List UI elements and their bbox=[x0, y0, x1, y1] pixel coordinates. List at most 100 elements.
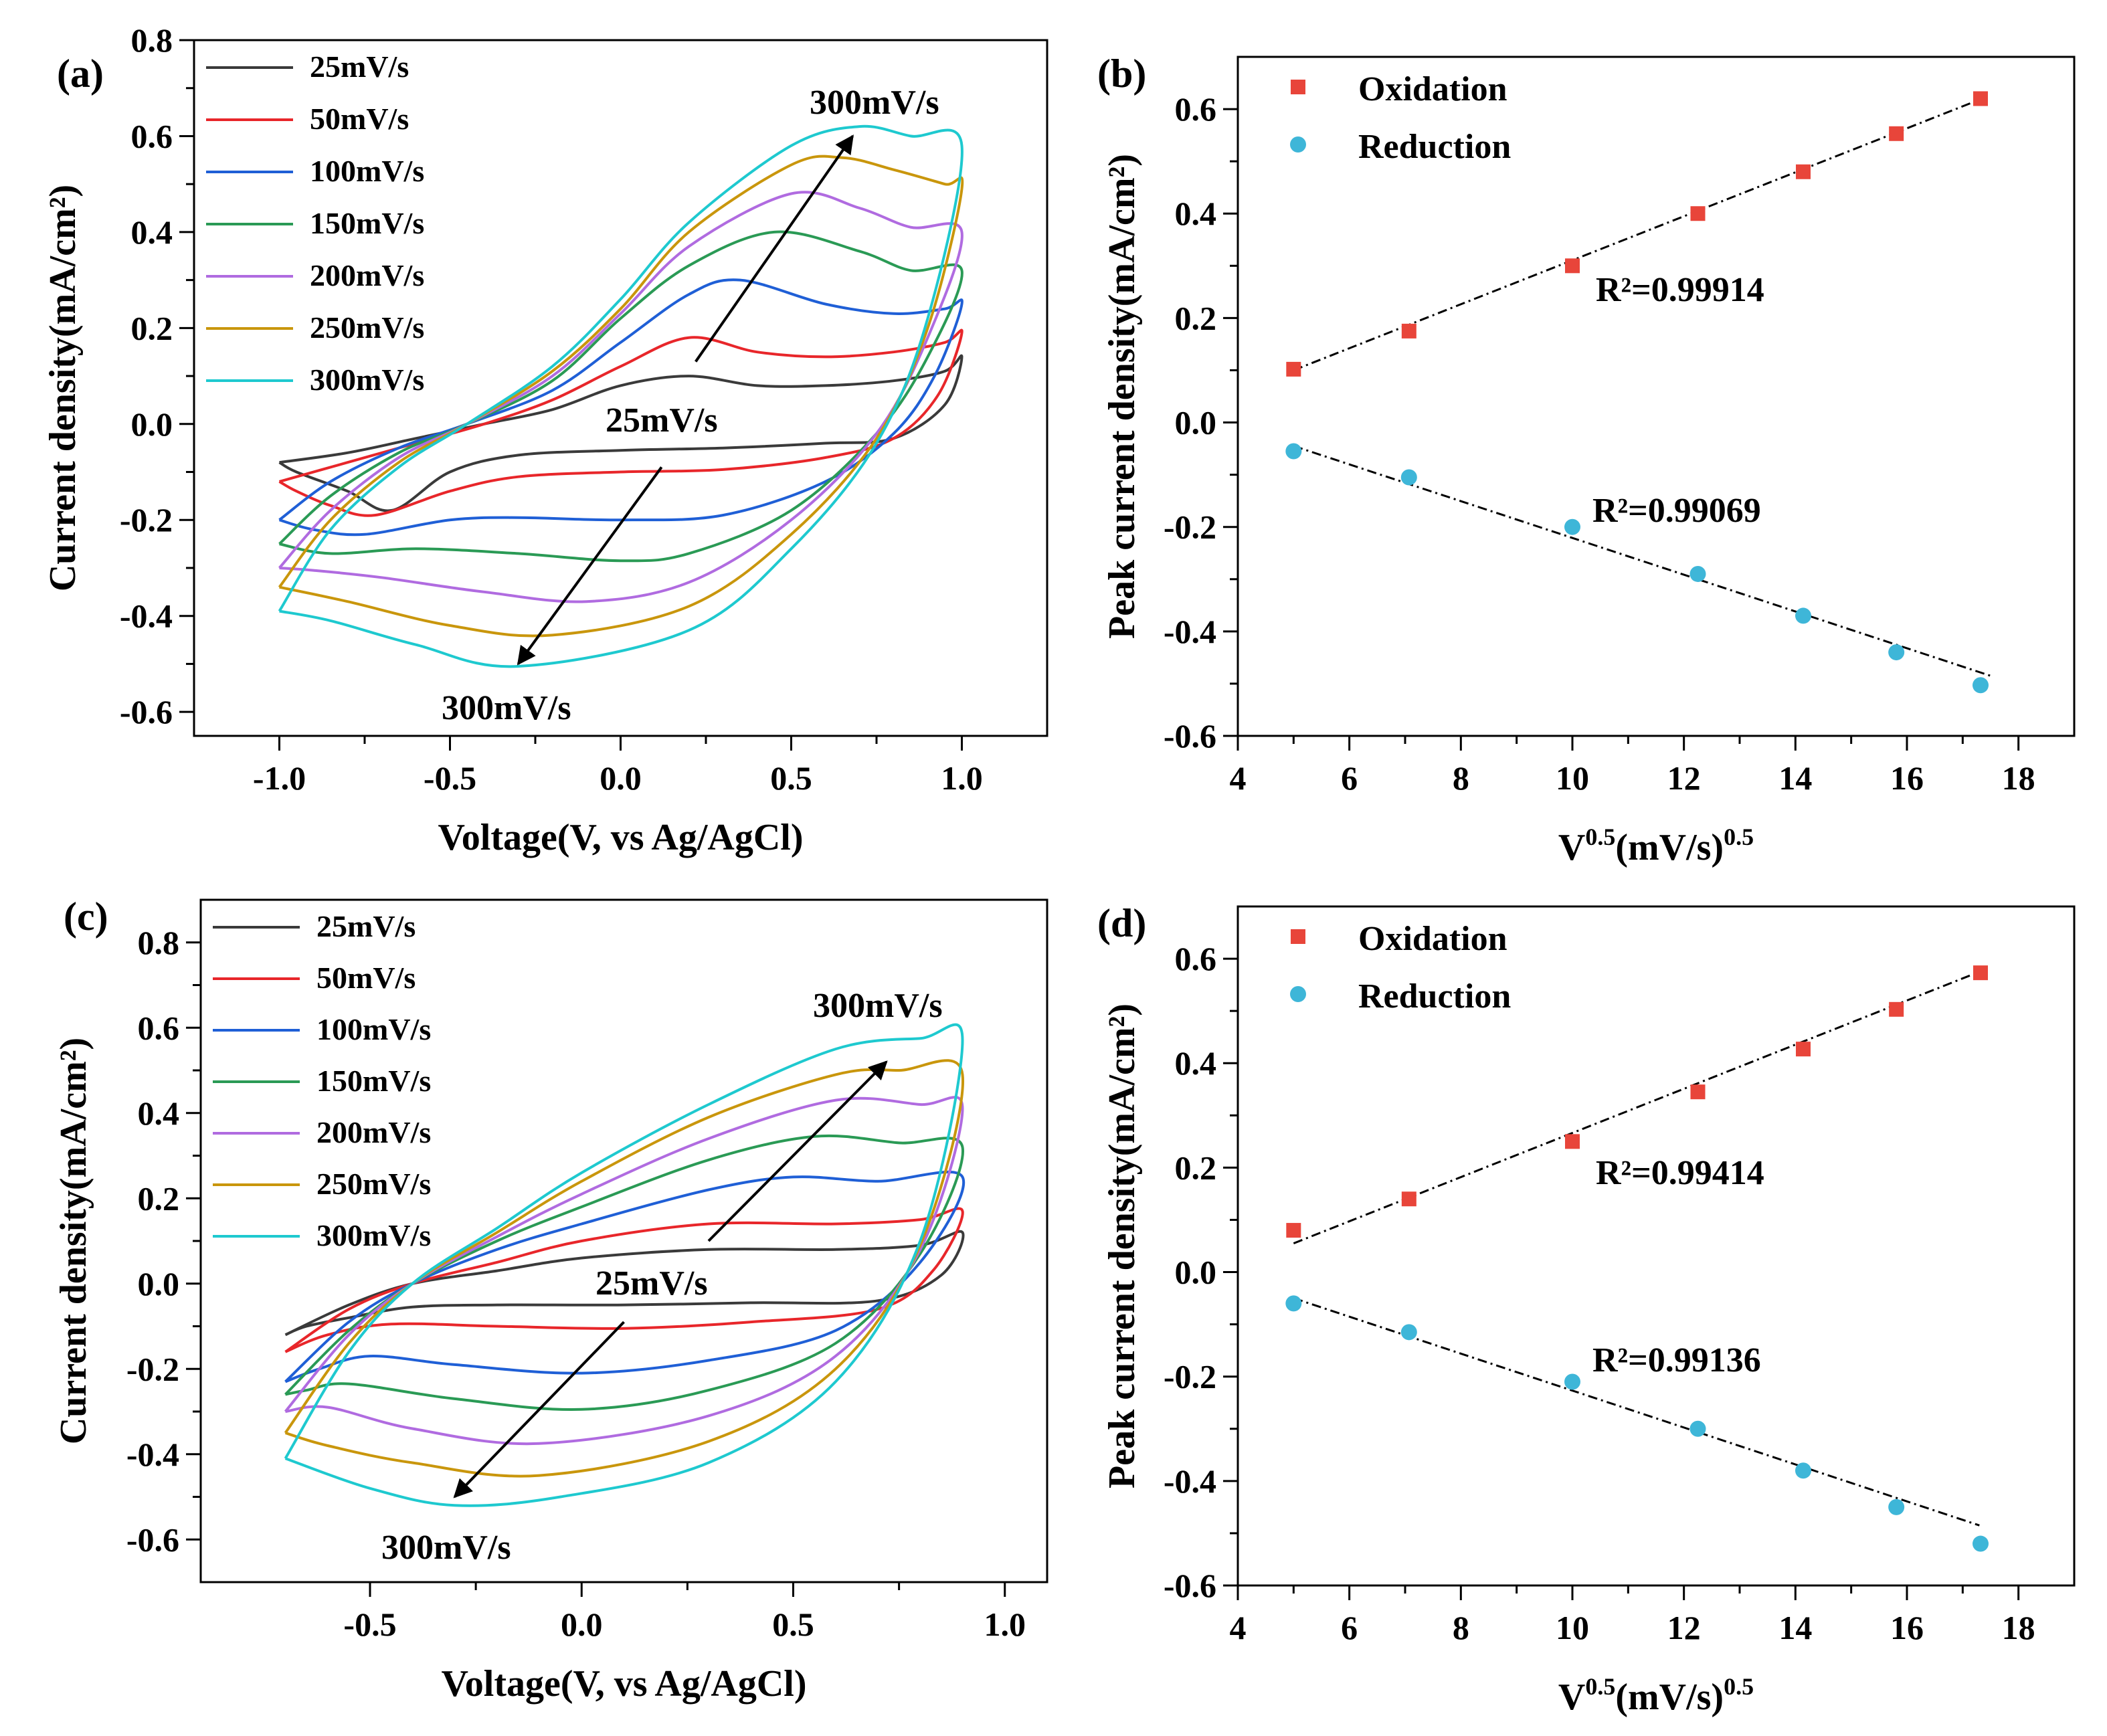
annot-300-top: 300mV/s bbox=[810, 84, 939, 122]
x-axis-label: Voltage(V, vs Ag/AgCl) bbox=[441, 1663, 806, 1705]
panel-b: 4 6 8 10 12 14 16 18 -0.6 -0.4 -0.2 0.0 0.2 0.4 0.6 R²=… bbox=[1097, 52, 2076, 868]
legend-label: 100mV/s bbox=[310, 154, 424, 188]
legend-label: 200mV/s bbox=[316, 1115, 431, 1149]
x-axis-label: V0.5(mV/s)0.5 bbox=[1558, 824, 1754, 868]
x-axis-label-part: V bbox=[1558, 827, 1585, 868]
y-tick-label: 0.6 bbox=[131, 117, 173, 155]
y-axis-label: Current density(mA/cm²) bbox=[53, 1038, 94, 1444]
x-tick-label: -1.0 bbox=[253, 759, 306, 797]
y-tick-label: 0.4 bbox=[1175, 1044, 1217, 1082]
legend-label: 250mV/s bbox=[316, 1167, 431, 1201]
legend-marker-oxidation bbox=[1291, 80, 1305, 94]
y-tick-label: -0.4 bbox=[1164, 613, 1216, 650]
x-tick-label: 0.5 bbox=[770, 759, 812, 797]
cv-curve-300mV-s bbox=[278, 124, 964, 668]
x-tick-label: 1.0 bbox=[941, 759, 983, 797]
legend-label: Reduction bbox=[1358, 977, 1511, 1016]
reduction-point bbox=[1888, 644, 1905, 661]
y-tick-label: 0.6 bbox=[138, 1009, 180, 1046]
annot-300-bottom: 300mV/s bbox=[381, 1529, 511, 1567]
x-tick-label: 0.0 bbox=[600, 759, 642, 797]
fit-line-reduction bbox=[1293, 1297, 1980, 1527]
y-tick-label: 0.0 bbox=[138, 1265, 180, 1303]
panel-a: -1.0 -0.5 0.0 0.5 1.0 -0.6 -0.4 -0.2 0.0 0.2 0.4 0.… bbox=[42, 21, 1048, 858]
x-axis-label-part: (mV/s) bbox=[1615, 1676, 1724, 1718]
y-axis-label: Peak current density(mA/cm²) bbox=[1101, 154, 1143, 639]
x-tick-label: 14 bbox=[1778, 1609, 1812, 1646]
y-tick-label: 0.4 bbox=[131, 213, 173, 251]
y-tick-label: -0.2 bbox=[120, 501, 173, 539]
panel-label: (b) bbox=[1097, 52, 1146, 96]
y-tick-label: 0.6 bbox=[1175, 90, 1217, 128]
y-tick-label: -0.4 bbox=[126, 1436, 179, 1473]
x-tick-label: 8 bbox=[1453, 1609, 1469, 1646]
x-tick-label: 6 bbox=[1341, 759, 1358, 797]
legend-label: 50mV/s bbox=[316, 961, 416, 995]
oxidation-point bbox=[1796, 1042, 1811, 1057]
y-tick-label: 0.4 bbox=[1175, 195, 1217, 232]
x-tick-label: 4 bbox=[1230, 1609, 1247, 1646]
x-axis-label-part: 0.5 bbox=[1585, 824, 1615, 850]
y-tick-label: 0.4 bbox=[138, 1094, 180, 1132]
x-axis-label-part: 0.5 bbox=[1585, 1673, 1615, 1700]
y-tick-label: 0.8 bbox=[131, 21, 173, 59]
legend-label: Oxidation bbox=[1358, 920, 1507, 958]
cv-curve-25mV-s bbox=[278, 354, 964, 512]
reduction-point bbox=[1400, 1324, 1417, 1341]
x-tick-label: 0.0 bbox=[561, 1606, 603, 1643]
cv-curve-300mV-s bbox=[284, 1023, 964, 1507]
arrow-oxidation bbox=[695, 134, 854, 363]
x-axis-label-part: 0.5 bbox=[1724, 824, 1754, 850]
reduction-point bbox=[1795, 1462, 1811, 1479]
cv-curve-250mV-s bbox=[284, 1059, 965, 1478]
panel-label: (d) bbox=[1097, 901, 1146, 945]
r2-label-reduction: R²=0.99069 bbox=[1592, 492, 1761, 530]
oxidation-point bbox=[1286, 1223, 1301, 1238]
oxidation-point bbox=[1401, 1191, 1416, 1207]
annot-25: 25mV/s bbox=[596, 1264, 708, 1303]
x-tick-label: 8 bbox=[1453, 759, 1469, 797]
cv-curve-50mV-s bbox=[284, 1207, 964, 1353]
panel-label: (a) bbox=[57, 52, 104, 96]
oxidation-point bbox=[1690, 1084, 1706, 1100]
oxidation-point bbox=[1565, 1134, 1580, 1149]
y-tick-label: -0.6 bbox=[120, 693, 173, 731]
legend-label: Oxidation bbox=[1358, 70, 1507, 108]
reduction-point bbox=[1689, 565, 1706, 582]
x-tick-label: 4 bbox=[1230, 759, 1247, 797]
annot-25: 25mV/s bbox=[606, 401, 718, 440]
legend-marker-reduction bbox=[1290, 986, 1306, 1002]
cv-curve-200mV-s bbox=[284, 1096, 964, 1446]
y-tick-label: -0.2 bbox=[126, 1350, 179, 1387]
reduction-point bbox=[1973, 677, 1989, 694]
x-tick-label: -0.5 bbox=[424, 759, 476, 797]
panel-d: 4 6 8 10 12 14 16 18 -0.6 -0.4 -0.2 0.0 0.2 0.4 0.6 R²=… bbox=[1097, 901, 2076, 1718]
cv-curve-50mV-s bbox=[278, 328, 964, 517]
y-axis-label: Peak current density(mA/cm²) bbox=[1101, 1003, 1143, 1488]
legend-marker-oxidation bbox=[1291, 929, 1305, 944]
y-tick-label: -0.2 bbox=[1164, 1358, 1216, 1395]
x-axis-label-part: V bbox=[1558, 1676, 1585, 1718]
y-tick-label: -0.6 bbox=[126, 1521, 179, 1558]
x-tick-label: 6 bbox=[1341, 1609, 1358, 1646]
legend-label: 300mV/s bbox=[310, 363, 424, 397]
y-tick-label: 0.0 bbox=[1175, 404, 1217, 442]
legend-label: 100mV/s bbox=[316, 1012, 431, 1046]
x-tick-label: -0.5 bbox=[343, 1606, 396, 1643]
x-tick-label: 1.0 bbox=[984, 1606, 1026, 1643]
y-tick-label: -0.6 bbox=[1164, 1567, 1216, 1604]
cv-curve-100mV-s bbox=[284, 1170, 966, 1383]
x-axis-label: V0.5(mV/s)0.5 bbox=[1558, 1673, 1754, 1718]
x-tick-label: 16 bbox=[1890, 759, 1924, 797]
oxidation-point bbox=[1401, 323, 1416, 339]
legend-label: 300mV/s bbox=[316, 1218, 431, 1252]
arrow-reduction bbox=[453, 1321, 625, 1499]
legend-label: 200mV/s bbox=[310, 258, 424, 292]
y-tick-label: -0.2 bbox=[1164, 508, 1216, 546]
x-axis-label-part: 0.5 bbox=[1724, 1673, 1754, 1700]
oxidation-point bbox=[1796, 164, 1811, 179]
x-axis-label: Voltage(V, vs Ag/AgCl) bbox=[438, 817, 803, 858]
cv-curve-200mV-s bbox=[278, 191, 964, 603]
cv-curve-150mV-s bbox=[284, 1134, 965, 1412]
